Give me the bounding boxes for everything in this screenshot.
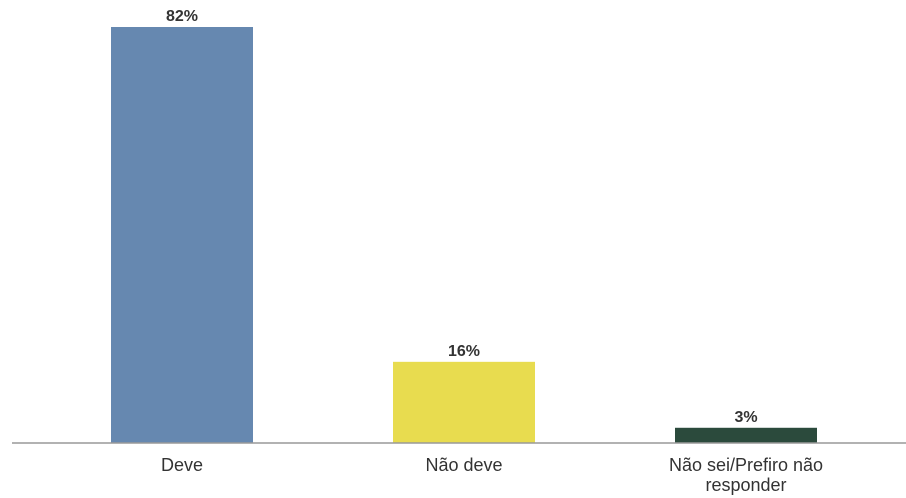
value-label-2: 3% bbox=[734, 409, 757, 426]
value-label-1: 16% bbox=[448, 343, 480, 360]
bar-1 bbox=[393, 361, 535, 443]
category-labels-group: Deve Não deve Não sei/Prefiro não responder bbox=[161, 455, 823, 495]
bar-2 bbox=[675, 427, 817, 443]
category-label-line: Não sei/Prefiro não bbox=[669, 455, 823, 475]
category-label-line: responder bbox=[705, 475, 786, 495]
bars-group bbox=[111, 27, 817, 443]
value-label-0: 82% bbox=[166, 8, 198, 25]
bar-0 bbox=[111, 27, 253, 443]
category-label-1: Não deve bbox=[425, 455, 502, 475]
category-label-line: Não deve bbox=[425, 455, 502, 475]
category-label-line: Deve bbox=[161, 455, 203, 475]
value-labels-group: 82% 16% 3% bbox=[166, 8, 758, 426]
category-label-2: Não sei/Prefiro não responder bbox=[669, 455, 823, 495]
category-label-0: Deve bbox=[161, 455, 203, 475]
